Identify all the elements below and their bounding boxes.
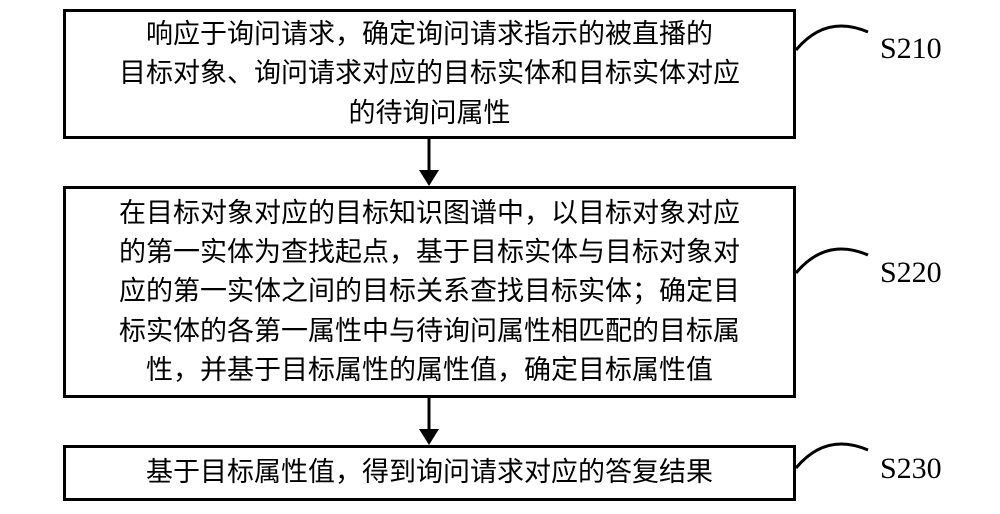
arrow-head-s210-s220 — [419, 170, 439, 186]
step-label-s220: S220 — [880, 256, 942, 290]
callout-s220 — [796, 243, 886, 303]
step-text-s210: 响应于询问请求，确定询问请求指示的被直播的 目标对象、询问请求对应的目标实体和目… — [119, 15, 740, 132]
step-box-s230: 基于目标属性值，得到询问请求对应的答复结果 — [63, 445, 796, 501]
step-box-s220: 在目标对象对应的目标知识图谱中，以目标对象对应 的第一实体为查找起点，基于目标实… — [63, 186, 796, 398]
step-text-s220: 在目标对象对应的目标知识图谱中，以目标对象对应 的第一实体为查找起点，基于目标实… — [119, 194, 740, 390]
arrow-s220-s230 — [428, 398, 431, 429]
step-label-s230: S230 — [880, 452, 942, 486]
step-text-s230: 基于目标属性值，得到询问请求对应的答复结果 — [146, 453, 713, 492]
callout-s210 — [796, 20, 886, 80]
step-box-s210: 响应于询问请求，确定询问请求指示的被直播的 目标对象、询问请求对应的目标实体和目… — [63, 9, 796, 139]
arrow-head-s220-s230 — [419, 429, 439, 445]
flowchart-canvas: 响应于询问请求，确定询问请求指示的被直播的 目标对象、询问请求对应的目标实体和目… — [0, 0, 1000, 514]
step-label-s210: S210 — [880, 32, 942, 66]
callout-s230 — [796, 438, 886, 498]
arrow-s210-s220 — [428, 139, 431, 170]
